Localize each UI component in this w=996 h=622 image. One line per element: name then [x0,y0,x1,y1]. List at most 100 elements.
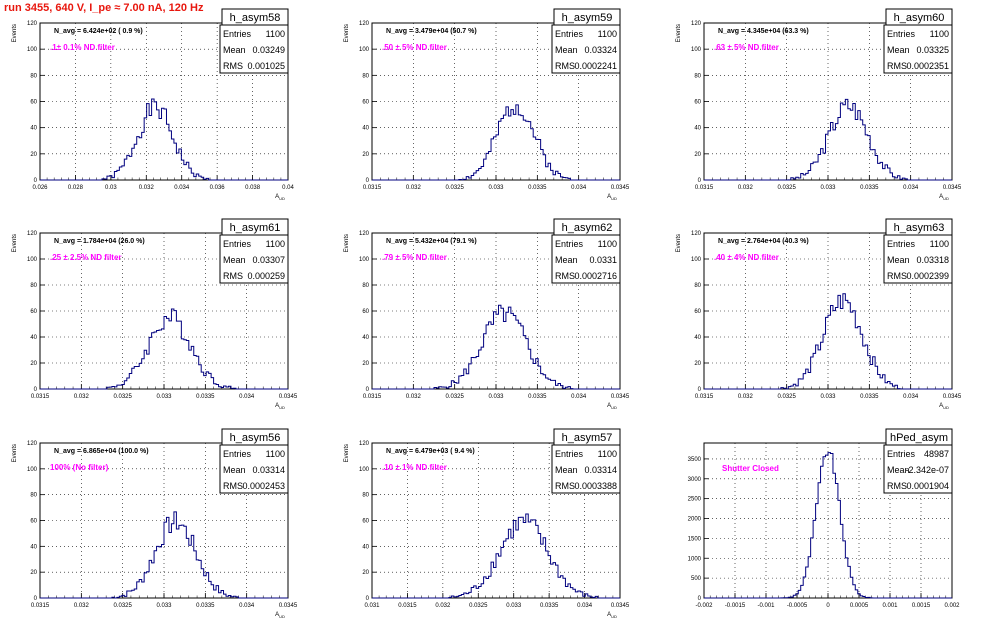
x-tick-label: 0.031 [364,603,380,609]
y-tick-label: 80 [30,283,37,289]
stats-title: h_asym59 [562,12,613,24]
x-axis-subscript: UD [611,614,617,619]
stat-value-mean: 0.03307 [252,255,285,265]
y-tick-label: 40 [362,335,369,341]
stat-label-mean: Mean [555,465,578,475]
y-axis-title: Events [12,234,18,252]
x-tick-label: 0.0325 [469,603,488,609]
x-tick-label: 0.0345 [611,603,630,609]
stats-box [883,234,953,284]
y-tick-label: 20 [30,152,37,158]
filter-annotation: .50 ± 5% ND filter [382,43,447,52]
stat-value-entries: 1100 [930,239,949,249]
stats-title: h_asym62 [562,222,613,234]
y-axis-title: Events [344,444,350,462]
navg-label: N_avg = 2.764e+04 (40.3 %) [718,238,809,245]
stat-label-entries: Entries [555,239,584,249]
y-tick-label: 20 [694,361,701,367]
navg-label: N_avg = 3.479e+04 (50.7 %) [386,28,477,35]
stat-label-entries: Entries [887,29,916,39]
x-tick-label: 0.0335 [528,185,547,191]
stats-box [883,24,953,74]
navg-label: N_avg = 6.479e+03 ( 9.4 %) [386,448,475,455]
x-tick-label: 0.0345 [279,394,298,400]
y-tick-label: 40 [30,335,37,341]
y-tick-label: 120 [359,21,370,27]
y-tick-label: 0 [366,596,370,602]
stats-title: h_asym57 [562,432,613,444]
stat-label-rms: RMS [223,481,243,491]
x-tick-label: 0.0315 [31,394,50,400]
navg-label: N_avg = 5.432e+04 (79.1 %) [386,238,477,245]
x-tick-label: 0.0325 [445,394,464,400]
histogram-series [704,452,952,599]
y-tick-label: 0 [366,178,370,184]
x-tick-label: 0.032 [406,394,422,400]
y-tick-label: 3000 [688,477,702,483]
stat-value-rms: 0.0003388 [574,481,617,491]
y-tick-label: 100 [27,47,38,53]
y-tick-label: 60 [362,100,369,106]
x-tick-label: 0.04 [282,185,294,191]
histogram-panel-h_asym61: 0.0315 0.032 0.0325 0.033 0.0335 0.034 0.0345 0… [12,218,298,410]
stat-value-mean: 0.03314 [252,465,285,475]
y-tick-label: 0 [34,178,38,184]
histogram-panel-h_asym63: 0.0315 0.032 0.0325 0.033 0.0335 0.034 0.0345 0… [676,218,962,410]
x-axis-subscript: UD [611,196,617,201]
y-tick-label: 80 [30,73,37,79]
y-tick-label: 100 [27,467,38,473]
x-tick-label: 0.001 [882,603,898,609]
y-tick-label: 60 [362,519,369,525]
filter-annotation: .25 ± 2.5% ND filter [50,253,122,262]
y-tick-label: 0 [34,596,38,602]
x-tick-label: 0.0315 [695,394,714,400]
x-tick-label: 0.0005 [850,603,869,609]
y-tick-label: 120 [359,231,370,237]
stat-value-mean: 0.0331 [589,255,617,265]
y-tick-label: 20 [362,152,369,158]
stat-label-mean: Mean [887,255,910,265]
x-tick-label: 0.0325 [445,185,464,191]
y-tick-label: 80 [362,73,369,79]
stat-label-rms: RMS [887,481,907,491]
filter-annotation: 100% (No filter) [50,463,109,472]
x-tick-label: -0.0005 [787,603,808,609]
navg-label: N_avg = 6.424e+02 ( 0.9 %) [54,28,143,35]
stat-label-entries: Entries [887,449,916,459]
y-tick-label: 100 [359,257,370,263]
y-tick-label: 100 [691,257,702,263]
stat-value-rms: 0.0002716 [574,271,617,281]
stat-value-rms: 0.0002241 [574,61,617,71]
y-tick-label: 0 [366,387,370,393]
stats-title: h_asym63 [894,222,945,234]
stat-value-entries: 1100 [930,29,949,39]
x-tick-label: 0.0345 [943,394,962,400]
stat-value-rms: 0.0001904 [906,481,949,491]
stat-value-entries: 1100 [266,29,285,39]
stat-label-mean: Mean [223,465,246,475]
x-tick-label: 0.0325 [113,603,132,609]
stat-value-mean: 0.03324 [584,45,617,55]
stat-label-mean: Mean [887,465,910,475]
histogram-panel-h_asym57: 0.031 0.0315 0.032 0.0325 0.033 0.0335 0.034 0.… [344,428,630,619]
stats-box [551,234,621,284]
y-tick-label: 40 [30,126,37,132]
stat-label-entries: Entries [887,239,916,249]
stat-value-mean: 0.03318 [916,255,949,265]
histogram-panel-hPed_asym: -0.002 -0.0015 -0.001 -0.0005 0 0.0005 0.001 0.… [688,428,960,609]
histogram-panel-h_asym58: 0.026 0.028 0.03 0.032 0.034 0.036 0.038 0.04 0 2… [12,8,294,201]
histogram-series [40,308,288,390]
y-tick-label: 2500 [688,497,702,503]
y-tick-label: 60 [30,519,37,525]
x-tick-label: 0.034 [903,394,919,400]
stats-box [219,234,289,284]
stat-label-rms: RMS [555,481,575,491]
y-axis-title: Events [344,234,350,252]
x-tick-label: 0.032 [738,394,754,400]
x-tick-label: 0.0335 [196,394,215,400]
stat-value-rms: 0.0002351 [906,61,949,71]
stat-value-rms: 0.001025 [247,61,285,71]
stat-value-entries: 1100 [266,449,285,459]
x-tick-label: 0.0335 [196,603,215,609]
